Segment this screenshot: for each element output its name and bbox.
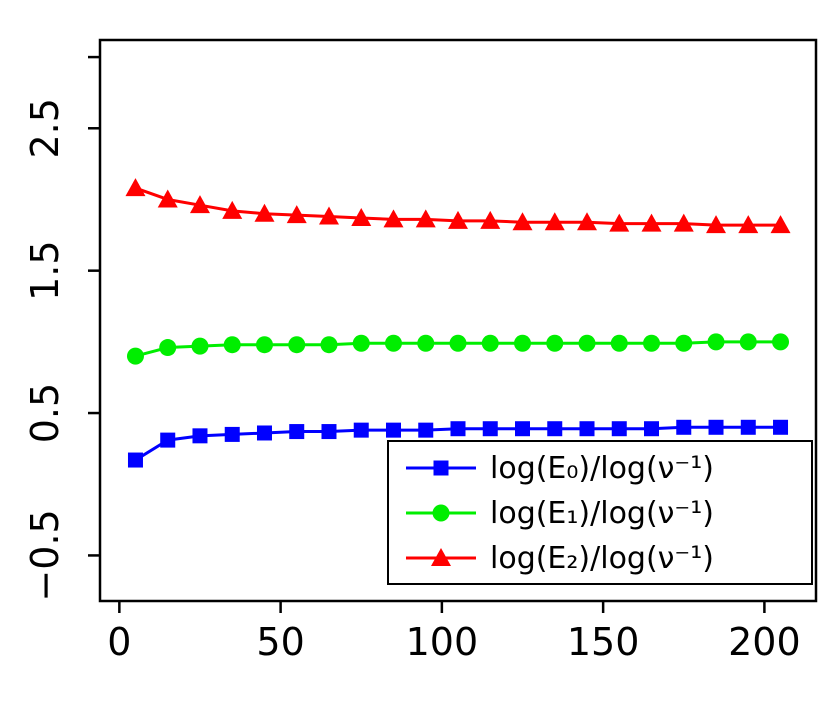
y-tick-label: 1.5 xyxy=(23,240,67,300)
marker-square-icon xyxy=(676,419,692,435)
marker-square-icon xyxy=(515,421,531,437)
marker-square-icon xyxy=(127,452,143,468)
marker-circle-icon xyxy=(772,333,790,351)
series-1 xyxy=(126,333,790,365)
marker-square-icon xyxy=(644,421,660,437)
marker-circle-icon xyxy=(514,334,532,352)
marker-triangle-icon xyxy=(480,210,501,229)
legend-label: log(E₂)/log(ν⁻¹) xyxy=(490,541,714,576)
marker-square-icon xyxy=(611,421,627,437)
marker-square-icon xyxy=(289,424,305,440)
x-tick-label: 200 xyxy=(728,620,801,664)
legend-label: log(E₀)/log(ν⁻¹) xyxy=(490,451,714,486)
marker-triangle-icon xyxy=(706,215,727,234)
x-tick-label: 50 xyxy=(256,620,304,664)
marker-triangle-icon xyxy=(125,178,146,197)
marker-triangle-icon xyxy=(157,189,178,208)
series-2 xyxy=(125,178,791,234)
marker-square-icon xyxy=(450,421,466,437)
marker-square-icon xyxy=(708,419,724,435)
marker-square-icon xyxy=(192,428,208,444)
marker-square-icon xyxy=(321,424,337,440)
y-tick-label: 2.5 xyxy=(23,98,67,158)
marker-circle-icon xyxy=(578,334,596,352)
plot-box xyxy=(98,38,818,603)
marker-square-icon xyxy=(740,419,756,435)
marker-circle-icon xyxy=(159,339,177,357)
x-tick-label: 150 xyxy=(567,620,640,664)
marker-circle-icon xyxy=(481,334,499,352)
marker-triangle-icon xyxy=(770,215,791,234)
x-tick-label: 0 xyxy=(107,620,131,664)
marker-circle-icon xyxy=(643,334,661,352)
marker-square-icon xyxy=(353,422,369,438)
marker-triangle-icon xyxy=(383,209,404,228)
legend: log(E₀)/log(ν⁻¹) log(E₁)/log(ν⁻¹) log(E₂)/… xyxy=(387,440,813,585)
marker-triangle-icon xyxy=(431,548,451,566)
marker-circle-icon xyxy=(223,336,241,354)
marker-circle-icon xyxy=(707,333,725,351)
marker-square-icon xyxy=(418,422,434,438)
marker-triangle-icon xyxy=(286,205,307,224)
marker-circle-icon xyxy=(610,334,628,352)
marker-square-icon xyxy=(224,426,240,442)
marker-square-icon xyxy=(579,421,595,437)
series-0 xyxy=(127,419,789,468)
y-tick-label: 0.5 xyxy=(23,383,67,443)
marker-circle-icon xyxy=(288,336,306,354)
marker-square-icon xyxy=(773,419,789,435)
marker-triangle-icon xyxy=(738,215,759,234)
marker-circle-icon xyxy=(739,333,757,351)
marker-triangle-icon xyxy=(641,213,662,232)
marker-triangle-icon xyxy=(351,207,372,226)
marker-triangle-icon xyxy=(512,212,533,231)
marker-triangle-icon xyxy=(254,203,275,222)
marker-circle-icon xyxy=(432,504,450,522)
marker-circle-icon xyxy=(546,334,564,352)
marker-square-icon xyxy=(256,425,272,441)
marker-circle-icon xyxy=(352,334,370,352)
marker-square-icon xyxy=(433,460,449,476)
marker-triangle-icon xyxy=(189,195,210,214)
marker-circle-icon xyxy=(384,334,402,352)
marker-triangle-icon xyxy=(222,200,243,219)
marker-triangle-icon xyxy=(609,213,630,232)
x-tick-label: 100 xyxy=(406,620,479,664)
marker-circle-icon xyxy=(320,336,338,354)
y-tick-label: −0.5 xyxy=(23,509,67,601)
marker-triangle-icon xyxy=(448,210,468,229)
marker-square-icon xyxy=(160,432,176,448)
marker-triangle-icon xyxy=(544,212,565,231)
marker-triangle-icon xyxy=(415,209,436,228)
marker-circle-icon xyxy=(255,336,273,354)
marker-triangle-icon xyxy=(318,206,339,225)
marker-square-icon xyxy=(385,422,401,438)
marker-circle-icon xyxy=(126,347,144,365)
marker-triangle-icon xyxy=(673,213,694,232)
marker-circle-icon xyxy=(675,334,693,352)
marker-square-icon xyxy=(482,421,498,437)
marker-circle-icon xyxy=(449,334,467,352)
marker-circle-icon xyxy=(417,334,435,352)
marker-square-icon xyxy=(547,421,563,437)
legend-label: log(E₁)/log(ν⁻¹) xyxy=(490,496,714,531)
marker-circle-icon xyxy=(191,337,209,355)
marker-triangle-icon xyxy=(577,212,598,231)
